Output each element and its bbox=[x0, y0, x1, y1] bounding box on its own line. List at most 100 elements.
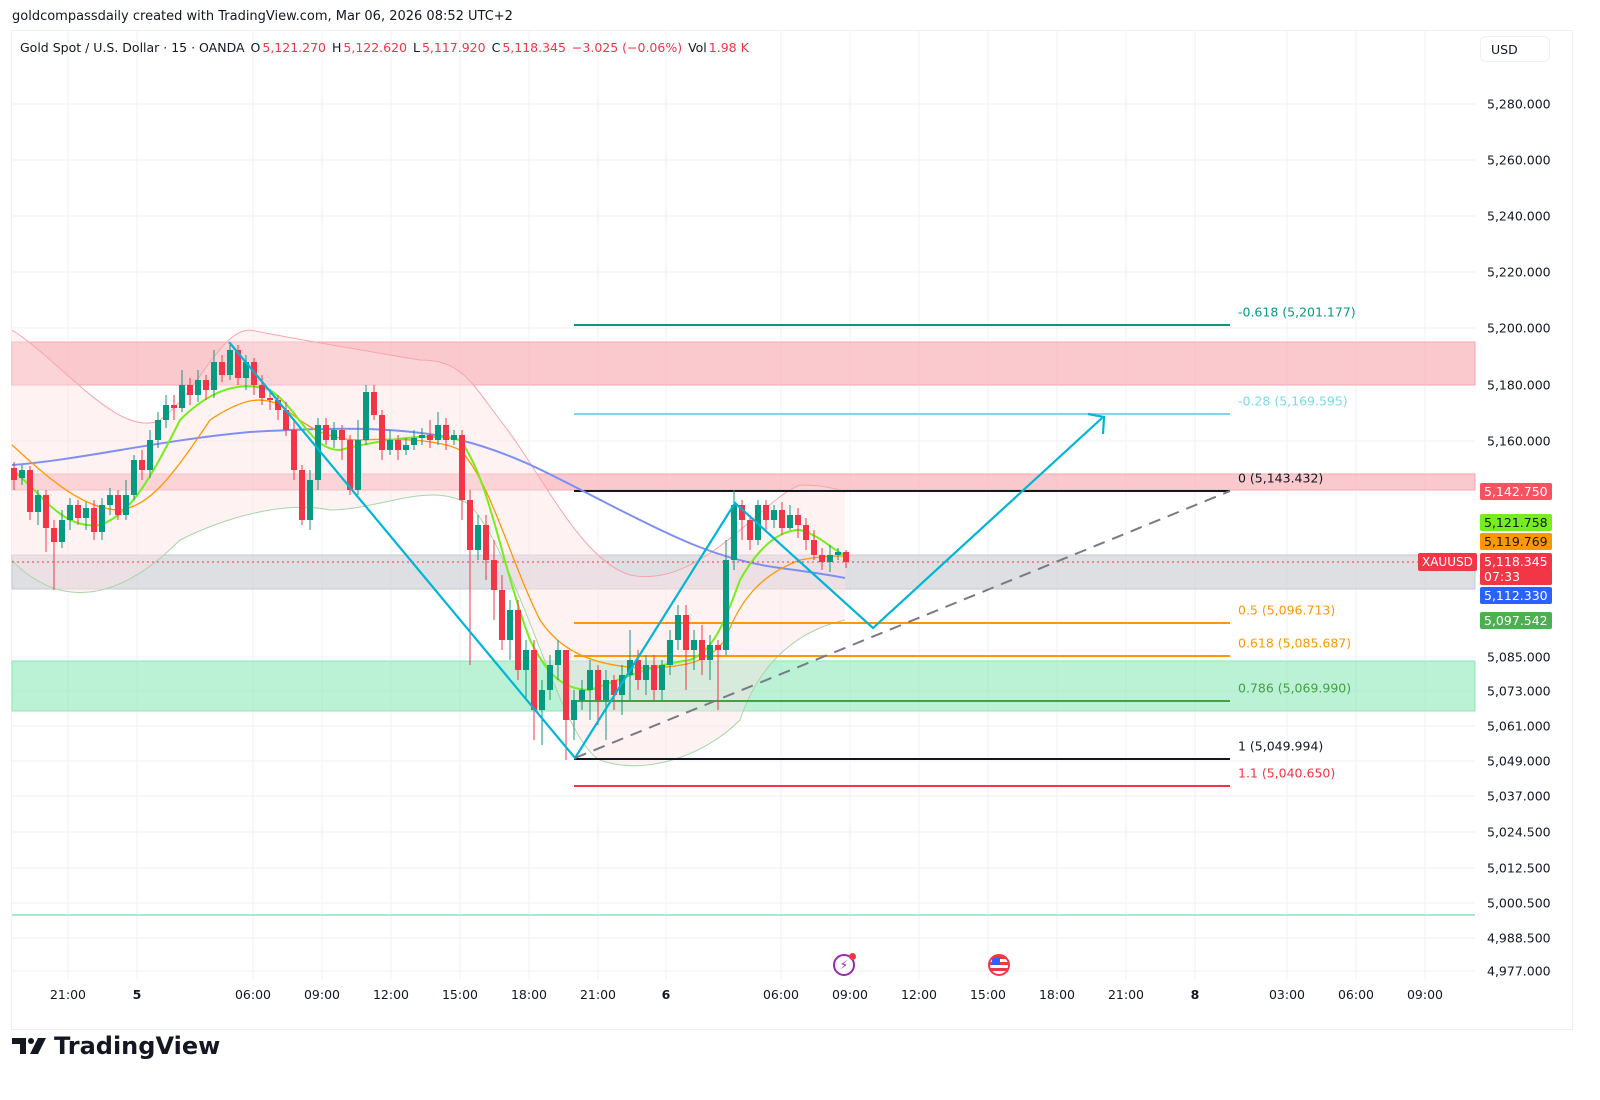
candlestick bbox=[171, 395, 177, 420]
change-value: −3.025 (−0.06%) bbox=[571, 40, 683, 55]
candlestick bbox=[731, 490, 737, 570]
bollinger-lower bbox=[11, 494, 846, 767]
candlestick bbox=[123, 480, 129, 520]
candlestick bbox=[363, 385, 369, 445]
candlestick bbox=[707, 635, 713, 680]
candlestick bbox=[691, 630, 697, 670]
candlestick bbox=[211, 350, 217, 398]
candlestick bbox=[803, 518, 809, 550]
open-value: 5,121.270 bbox=[262, 40, 326, 55]
candlestick bbox=[827, 545, 833, 572]
candlestick bbox=[779, 502, 785, 535]
candlestick bbox=[667, 630, 673, 675]
candlestick bbox=[419, 428, 425, 445]
candlestick bbox=[27, 466, 33, 520]
time-axis-label: 06:00 bbox=[234, 987, 272, 1002]
time-axis-label: 18:00 bbox=[510, 987, 548, 1002]
candlestick bbox=[35, 490, 41, 525]
candlestick bbox=[523, 640, 529, 700]
candlestick bbox=[571, 690, 577, 740]
candlestick bbox=[763, 500, 769, 530]
time-axis-label: 06:00 bbox=[1337, 987, 1375, 1002]
time-axis-label: 8 bbox=[1190, 987, 1200, 1002]
candlestick bbox=[787, 505, 793, 530]
candlestick bbox=[283, 402, 289, 436]
lightning-event-icon[interactable]: ⚡ bbox=[833, 953, 856, 976]
time-axis-label: 03:00 bbox=[1268, 987, 1306, 1002]
high-value: 5,122.620 bbox=[343, 40, 408, 55]
candlestick bbox=[563, 650, 569, 760]
candlestick bbox=[611, 675, 617, 710]
candlestick bbox=[491, 540, 497, 620]
candlestick bbox=[203, 375, 209, 400]
candlestick bbox=[515, 600, 521, 680]
candlestick bbox=[555, 640, 561, 680]
candlestick bbox=[59, 510, 65, 548]
candlestick bbox=[531, 640, 537, 740]
candlestick bbox=[75, 500, 81, 525]
price-axis-label: 5,012.500 bbox=[1487, 860, 1551, 876]
price-axis-label: 5,024.500 bbox=[1487, 824, 1551, 840]
candlestick bbox=[771, 505, 777, 528]
candlestick bbox=[435, 412, 441, 445]
candlestick bbox=[443, 418, 449, 450]
fib-level-label: 0 (5,143.432) bbox=[1238, 470, 1324, 486]
candlestick bbox=[627, 630, 633, 700]
candlestick bbox=[475, 515, 481, 560]
candlestick bbox=[499, 575, 505, 650]
candlestick bbox=[843, 550, 849, 568]
candlestick bbox=[347, 435, 353, 495]
zigzag-pattern[interactable] bbox=[228, 341, 1103, 760]
price-tag: 5,119.769 bbox=[1480, 533, 1552, 550]
time-axis-label: 12:00 bbox=[900, 987, 938, 1002]
time-axis-label: 5 bbox=[132, 987, 142, 1002]
candlestick bbox=[163, 395, 169, 428]
symbol-title: Gold Spot / U.S. Dollar · 15 · OANDA bbox=[20, 40, 245, 55]
candlestick bbox=[459, 430, 465, 520]
fib-level-label: -0.618 (5,201.177) bbox=[1238, 304, 1356, 320]
trend-line-dashed[interactable] bbox=[574, 490, 1231, 759]
candlestick bbox=[387, 430, 393, 455]
us-flag-event-icon[interactable] bbox=[988, 954, 1010, 976]
candlesticks bbox=[11, 345, 849, 760]
price-tag: 5,097.542 bbox=[1480, 612, 1552, 629]
candlestick bbox=[507, 600, 513, 660]
candlestick bbox=[675, 605, 681, 650]
candlestick bbox=[139, 450, 145, 480]
candlestick bbox=[427, 420, 433, 448]
candlestick bbox=[539, 680, 545, 745]
candlestick bbox=[371, 385, 377, 420]
fib-level-label: 0.618 (5,085.687) bbox=[1238, 635, 1352, 651]
candlestick bbox=[811, 530, 817, 560]
fib-level-label: 1.1 (5,040.650) bbox=[1238, 765, 1336, 781]
time-axis-label: 09:00 bbox=[1406, 987, 1444, 1002]
candlestick bbox=[683, 605, 689, 690]
candlestick bbox=[643, 655, 649, 695]
price-axis-label: 5,280.000 bbox=[1487, 96, 1551, 112]
price-axis-label: 5,037.000 bbox=[1487, 788, 1551, 804]
fib-level-label: 1 (5,049.994) bbox=[1238, 738, 1324, 754]
candlestick bbox=[723, 540, 729, 655]
chart-frame bbox=[11, 30, 1573, 1030]
currency-button[interactable]: USD bbox=[1480, 36, 1550, 62]
tradingview-logo[interactable]: TradingView bbox=[12, 1032, 220, 1060]
candlestick bbox=[739, 500, 745, 540]
candlestick bbox=[651, 655, 657, 700]
candlestick bbox=[403, 438, 409, 455]
support-zone[interactable] bbox=[11, 660, 1476, 712]
candlestick bbox=[339, 425, 345, 460]
candlestick bbox=[11, 462, 17, 490]
price-axis-label: 5,220.000 bbox=[1487, 264, 1551, 280]
price-axis-label: 5,061.000 bbox=[1487, 718, 1551, 734]
chart-credit: goldcompassdaily created with TradingVie… bbox=[12, 9, 513, 24]
candlestick bbox=[115, 490, 121, 520]
close-value: 5,118.345 bbox=[502, 40, 566, 55]
price-axis-label: 5,260.000 bbox=[1487, 152, 1551, 168]
candlestick bbox=[379, 410, 385, 460]
candlestick bbox=[307, 470, 313, 530]
candlestick bbox=[227, 345, 233, 380]
time-axis-label: 18:00 bbox=[1038, 987, 1076, 1002]
symbol-legend: Gold Spot / U.S. Dollar · 15 · OANDA O 5,… bbox=[20, 40, 749, 55]
candlestick bbox=[483, 515, 489, 580]
